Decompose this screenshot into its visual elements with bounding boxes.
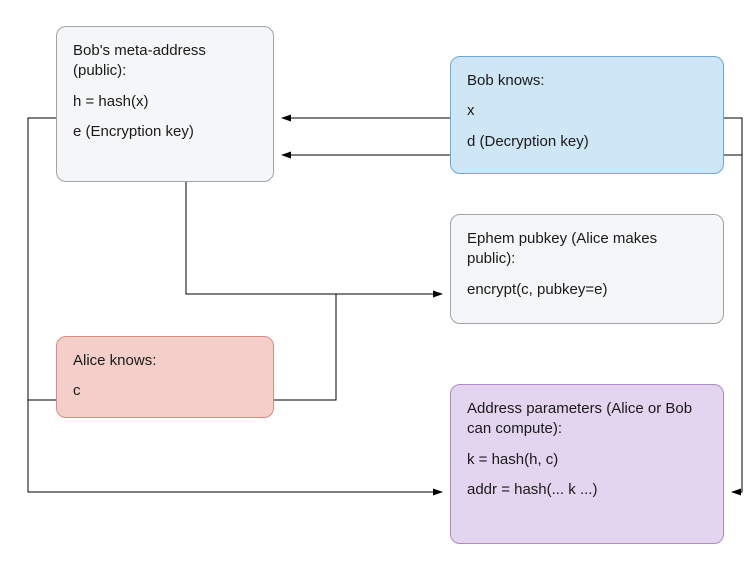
bob-meta-h: h = hash(x) [73, 92, 257, 112]
arrow-c-to-encrypt [274, 294, 336, 400]
bob-knows-x: x [467, 101, 707, 121]
box-address-parameters: Address parameters (Alice or Bob can com… [450, 384, 724, 544]
box-ephem-pubkey: Ephem pubkey (Alice makes public): encry… [450, 214, 724, 324]
ephem-title: Ephem pubkey (Alice makes public): [467, 229, 707, 270]
arrow-e-to-encrypt [186, 182, 442, 294]
addr-k: k = hash(h, c) [467, 450, 707, 470]
box-bob-meta-address: Bob's meta-address (public): h = hash(x)… [56, 26, 274, 182]
alice-c: c [73, 381, 257, 401]
addr-title: Address parameters (Alice or Bob can com… [467, 399, 707, 440]
ephem-encrypt: encrypt(c, pubkey=e) [467, 280, 707, 300]
box-alice-knows: Alice knows: c [56, 336, 274, 418]
bob-meta-e: e (Encryption key) [73, 122, 257, 142]
box-bob-knows: Bob knows: x d (Decryption key) [450, 56, 724, 174]
addr-addr: addr = hash(... k ...) [467, 480, 707, 500]
bob-knows-title: Bob knows: [467, 71, 707, 91]
arrow-x-to-k-right [724, 118, 742, 492]
bob-meta-title: Bob's meta-address (public): [73, 41, 257, 82]
alice-title: Alice knows: [73, 351, 257, 371]
bob-knows-d: d (Decryption key) [467, 132, 707, 152]
